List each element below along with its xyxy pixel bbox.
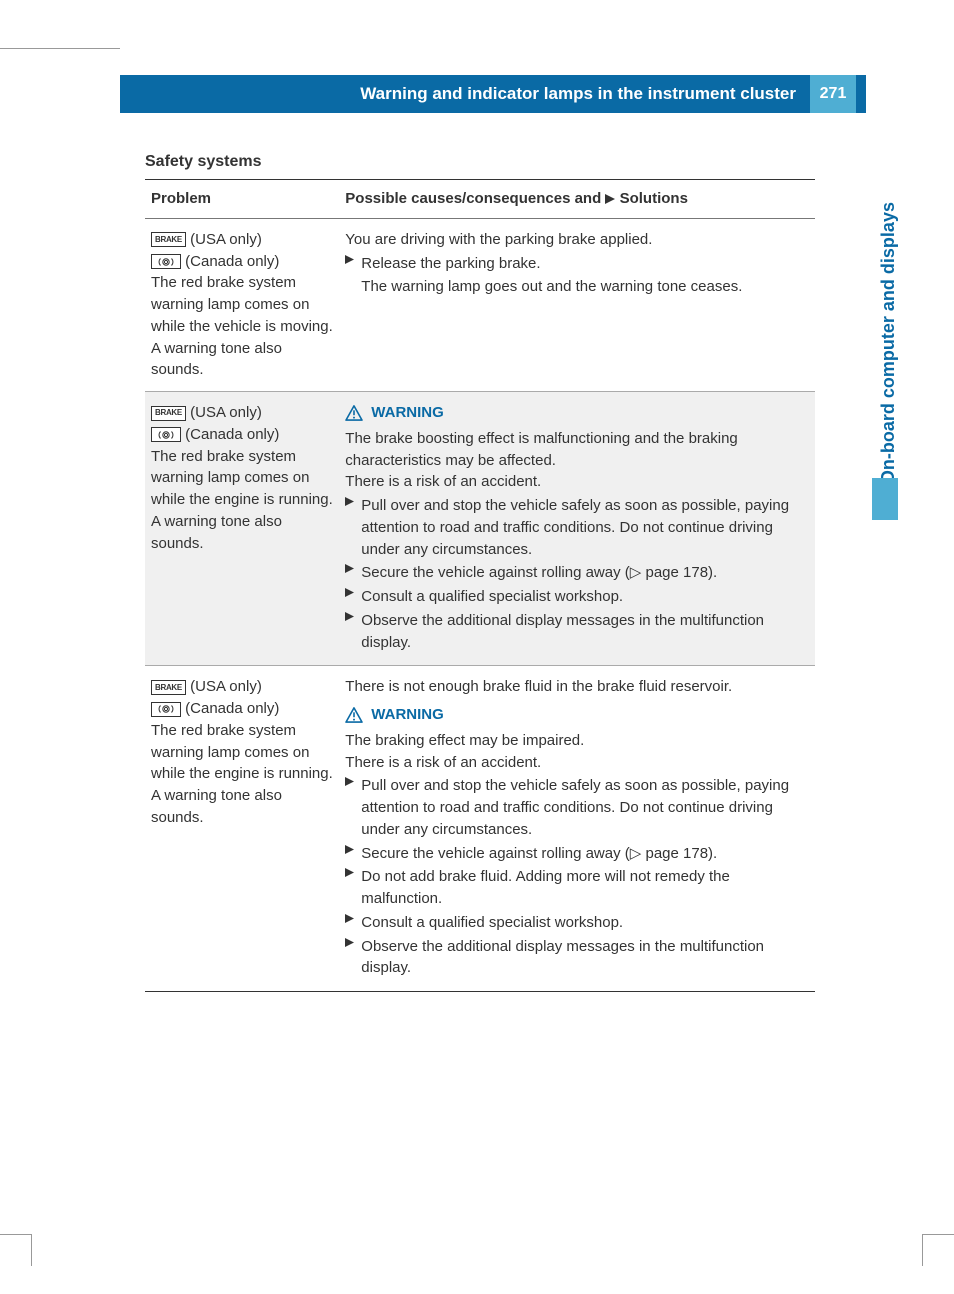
problem-icon-canada-line: (Canada only) (151, 698, 333, 720)
problem-icon-usa-line: BRAKE (USA only) (151, 402, 333, 424)
page-crop-mark-left (0, 1234, 32, 1266)
content-area: Safety systems Problem Possible causes/c… (145, 150, 815, 992)
action-text: Pull over and stop the vehicle safely as… (361, 777, 789, 838)
brake-canada-icon (151, 254, 181, 269)
warning-header: WARNING (345, 704, 809, 726)
section-heading: Safety systems (145, 150, 815, 173)
canada-only-label: (Canada only) (181, 253, 279, 270)
action-arrow-icon (345, 588, 354, 597)
action-text: Consult a qualified specialist workshop. (361, 914, 623, 931)
table-row: BRAKE (USA only) (Canada only) The red b… (145, 218, 815, 391)
page-top-crop-line (0, 48, 120, 49)
warning-body-line: There is a risk of an accident. (345, 471, 809, 493)
brake-usa-icon: BRAKE (151, 406, 186, 421)
warning-triangle-icon (345, 405, 363, 421)
warning-label: WARNING (371, 402, 444, 424)
action-arrow-icon (345, 868, 354, 877)
solution-cell: There is not enough brake fluid in the b… (339, 666, 815, 992)
safety-systems-table: Problem Possible causes/consequences and… (145, 179, 815, 992)
brake-usa-icon: BRAKE (151, 232, 186, 247)
action-item: Consult a qualified specialist workshop. (345, 586, 809, 608)
usa-only-label: (USA only) (186, 404, 262, 421)
col-header-solutions-prefix: Possible causes/consequences and (345, 190, 605, 207)
side-tab-indicator (872, 478, 898, 520)
canada-only-label: (Canada only) (181, 700, 279, 717)
action-item: Observe the additional display messages … (345, 936, 809, 980)
solution-intro: You are driving with the parking brake a… (345, 229, 809, 251)
canada-only-label: (Canada only) (181, 426, 279, 443)
problem-cell: BRAKE (USA only) (Canada only) The red b… (145, 392, 339, 666)
action-item: Observe the additional display messages … (345, 610, 809, 654)
side-tab-label: On-board computer and displays (875, 173, 901, 513)
brake-usa-icon: BRAKE (151, 680, 186, 695)
table-row: BRAKE (USA only) (Canada only) The red b… (145, 666, 815, 992)
warning-label: WARNING (371, 704, 444, 726)
action-item: Secure the vehicle against rolling away … (345, 843, 809, 865)
col-header-problem: Problem (145, 180, 339, 219)
warning-triangle-icon (345, 707, 363, 723)
usa-only-label: (USA only) (186, 678, 262, 695)
solution-intro: There is not enough brake fluid in the b… (345, 676, 809, 698)
action-arrow-icon (345, 497, 354, 506)
action-item: Pull over and stop the vehicle safely as… (345, 775, 809, 840)
problem-body: The red brake system warning lamp comes … (151, 720, 333, 829)
problem-icon-usa-line: BRAKE (USA only) (151, 676, 333, 698)
action-followup: The warning lamp goes out and the warnin… (345, 276, 809, 298)
problem-icon-canada-line: (Canada only) (151, 424, 333, 446)
action-arrow-icon (345, 938, 354, 947)
side-tab: On-board computer and displays (868, 160, 898, 520)
action-text: Secure the vehicle against rolling away … (361, 564, 717, 581)
problem-icon-usa-line: BRAKE (USA only) (151, 229, 333, 251)
action-arrow-icon (345, 564, 354, 573)
warning-body-line: There is a risk of an accident. (345, 752, 809, 774)
brake-canada-icon (151, 427, 181, 442)
problem-icon-canada-line: (Canada only) (151, 251, 333, 273)
action-text: Observe the additional display messages … (361, 938, 764, 977)
action-arrow-icon (345, 612, 354, 621)
action-text: Secure the vehicle against rolling away … (361, 845, 717, 862)
action-text: Release the parking brake. (361, 255, 540, 272)
warning-body-line: The braking effect may be impaired. (345, 730, 809, 752)
problem-cell: BRAKE (USA only) (Canada only) The red b… (145, 666, 339, 992)
solution-cell: You are driving with the parking brake a… (339, 218, 815, 391)
action-text: Consult a qualified specialist workshop. (361, 588, 623, 605)
warning-body-line: The brake boosting effect is malfunction… (345, 428, 809, 472)
page-header-bar: Warning and indicator lamps in the instr… (120, 75, 866, 113)
problem-body: The red brake system warning lamp comes … (151, 272, 333, 381)
usa-only-label: (USA only) (186, 231, 262, 248)
action-arrow-icon (345, 255, 354, 264)
table-row: BRAKE (USA only) (Canada only) The red b… (145, 392, 815, 666)
action-text: Do not add brake fluid. Adding more will… (361, 868, 730, 907)
action-arrow-icon (345, 777, 354, 786)
action-item: Secure the vehicle against rolling away … (345, 562, 809, 584)
action-item: Do not add brake fluid. Adding more will… (345, 866, 809, 910)
action-text: Observe the additional display messages … (361, 612, 764, 651)
table-header-row: Problem Possible causes/consequences and… (145, 180, 815, 219)
action-arrow-icon (345, 845, 354, 854)
problem-body: The red brake system warning lamp comes … (151, 446, 333, 555)
problem-cell: BRAKE (USA only) (Canada only) The red b… (145, 218, 339, 391)
action-item: Consult a qualified specialist workshop. (345, 912, 809, 934)
warning-header: WARNING (345, 402, 809, 424)
action-item: Pull over and stop the vehicle safely as… (345, 495, 809, 560)
page-number-box: 271 (810, 75, 856, 113)
action-item: Release the parking brake. (345, 253, 809, 275)
brake-canada-icon (151, 702, 181, 717)
col-header-solutions: Possible causes/consequences and Solutio… (339, 180, 815, 219)
solution-cell: WARNING The brake boosting effect is mal… (339, 392, 815, 666)
solutions-arrow-icon (605, 194, 615, 204)
action-text: Pull over and stop the vehicle safely as… (361, 497, 789, 558)
action-arrow-icon (345, 914, 354, 923)
page-header-title: Warning and indicator lamps in the instr… (360, 82, 796, 107)
col-header-solutions-suffix: Solutions (615, 190, 688, 207)
page-crop-mark-right (922, 1234, 954, 1266)
